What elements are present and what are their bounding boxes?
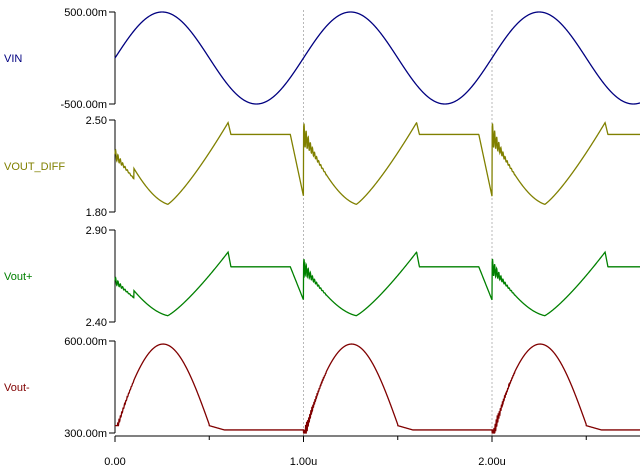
y-tick-label: 300.00m: [64, 428, 107, 440]
panel-vin: 500.00m -500.00m VIN: [4, 7, 640, 111]
series-line: [114, 121, 640, 205]
y-tick-label: 2.50: [86, 115, 107, 127]
series-line: [114, 250, 640, 317]
x-tick-label: 2.00u: [478, 456, 506, 468]
x-tick-label: 0.00: [104, 456, 125, 468]
series-label: Vout-: [4, 382, 30, 394]
panel-vout-: 600.00m 300.00m Vout-: [4, 336, 640, 440]
panel-vout-diff: 2.50 1.80 VOUT_DIFF: [4, 115, 640, 219]
y-tick-label: -500.00m: [61, 99, 107, 111]
time-axis: 0.00 1.00u 2.00u: [104, 435, 640, 468]
time-gridlines: [303, 10, 493, 436]
series-label: VOUT_DIFF: [4, 161, 65, 173]
series-label: Vout+: [4, 271, 32, 283]
y-tick-label: 500.00m: [64, 7, 107, 19]
series-label: VIN: [4, 53, 22, 65]
y-tick-label: 1.80: [86, 207, 107, 219]
series-line: [115, 343, 640, 434]
y-tick-label: 600.00m: [64, 336, 107, 348]
x-tick-label: 1.00u: [290, 456, 318, 468]
y-tick-label: 2.90: [86, 225, 107, 237]
panel-vout-: 2.90 2.40 Vout+: [4, 225, 640, 329]
series-line: [114, 11, 640, 105]
y-tick-label: 2.40: [86, 317, 107, 329]
waveform-panels: 500.00m-500.00mVIN2.501.80VOUT_DIFF2.902…: [4, 7, 640, 440]
